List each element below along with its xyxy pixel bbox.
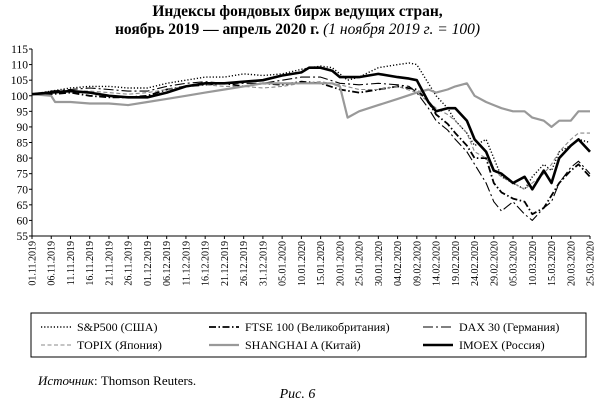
x-tick-label: 15.01.2020	[316, 241, 327, 286]
x-tick-label: 21.12.2019	[220, 241, 231, 286]
y-tick-label: 95	[17, 106, 29, 118]
x-tick-label: 01.12.2019	[143, 241, 154, 286]
series-line-1	[31, 62, 591, 190]
x-tick-label: 26.11.2019	[124, 241, 135, 286]
y-tick-label: 110	[11, 60, 28, 72]
chart-title-line2: ноябрь 2019 — апрель 2020 г. (1 ноября 2…	[0, 21, 595, 39]
y-tick-label: 70	[17, 184, 29, 196]
x-tick-label: 11.12.2019	[181, 241, 192, 286]
y-tick-label: 100	[11, 91, 29, 103]
x-tick-label: 11.11.2019	[66, 241, 77, 285]
x-tick-label: 25.03.2020	[586, 241, 595, 286]
x-tick-label: 29.02.2020	[489, 241, 500, 286]
series-line-5	[31, 82, 590, 128]
source-label: Источник	[38, 373, 94, 388]
legend-label-5: SHANGHAI A (Китай)	[245, 338, 361, 352]
x-tick-label: 19.02.2020	[451, 241, 462, 286]
x-tick-label: 06.11.2019	[47, 241, 58, 286]
y-tick-label: 55	[17, 231, 29, 243]
source-text: : Thomson Reuters.	[93, 373, 197, 388]
y-tick-label: 80	[17, 153, 29, 165]
x-tick-label: 10.01.2020	[297, 241, 308, 286]
legend-label-1: S&P500 (США)	[77, 320, 157, 334]
x-tick-label: 26.12.2019	[239, 241, 250, 286]
figure-caption: Рис. 6	[279, 387, 316, 402]
x-tick-label: 05.03.2020	[509, 241, 520, 286]
x-tick-label: 01.11.2019	[28, 241, 39, 286]
x-tick-label: 31.12.2019	[258, 241, 269, 286]
x-tick-label: 15.03.2020	[547, 241, 558, 286]
x-tick-label: 14.02.2020	[432, 241, 443, 286]
y-tick-label: 90	[17, 122, 29, 134]
y-tick-label: 85	[17, 138, 29, 150]
series-line-2	[32, 80, 591, 216]
chart-title-line1: Индексы фондовых бирж ведущих стран,	[152, 3, 443, 20]
series-line-3	[31, 76, 591, 221]
x-tick-label: 24.02.2020	[470, 241, 481, 286]
series-line-6	[31, 66, 591, 191]
legend-label-6: IMOEX (Россия)	[459, 338, 545, 352]
x-tick-label: 30.01.2020	[374, 241, 385, 286]
x-tick-label: 25.01.2020	[355, 241, 366, 286]
y-tick-label: 75	[17, 169, 29, 181]
x-tick-label: 06.12.2019	[162, 241, 173, 286]
x-tick-label: 20.03.2020	[566, 241, 577, 286]
x-tick-label: 09.02.2020	[412, 241, 423, 286]
x-tick-label: 16.12.2019	[201, 241, 212, 286]
x-tick-label: 16.11.2019	[85, 241, 96, 286]
y-tick-label: 105	[11, 75, 29, 87]
title-base-note: (1 ноября 2019 г. = 100)	[323, 21, 480, 38]
y-tick-label: 115	[11, 44, 28, 56]
legend-label-3: DAX 30 (Германия)	[459, 320, 559, 334]
source-note: Источник: Thomson Reuters.	[38, 373, 196, 389]
x-tick-label: 04.02.2020	[393, 241, 404, 286]
x-tick-label: 20.01.2020	[335, 241, 346, 286]
y-tick-label: 65	[17, 200, 29, 212]
legend-label-4: TOPIX (Япония)	[77, 338, 162, 352]
x-tick-label: 10.03.2020	[528, 241, 539, 286]
legend-box	[30, 312, 587, 358]
legend-label-2: FTSE 100 (Великобритания)	[245, 320, 390, 334]
title-period: ноябрь 2019 — апрель 2020 г.	[115, 21, 320, 38]
y-tick-label: 60	[17, 215, 29, 227]
x-tick-label: 05.01.2020	[278, 241, 289, 286]
x-tick-label: 21.11.2019	[104, 241, 115, 286]
